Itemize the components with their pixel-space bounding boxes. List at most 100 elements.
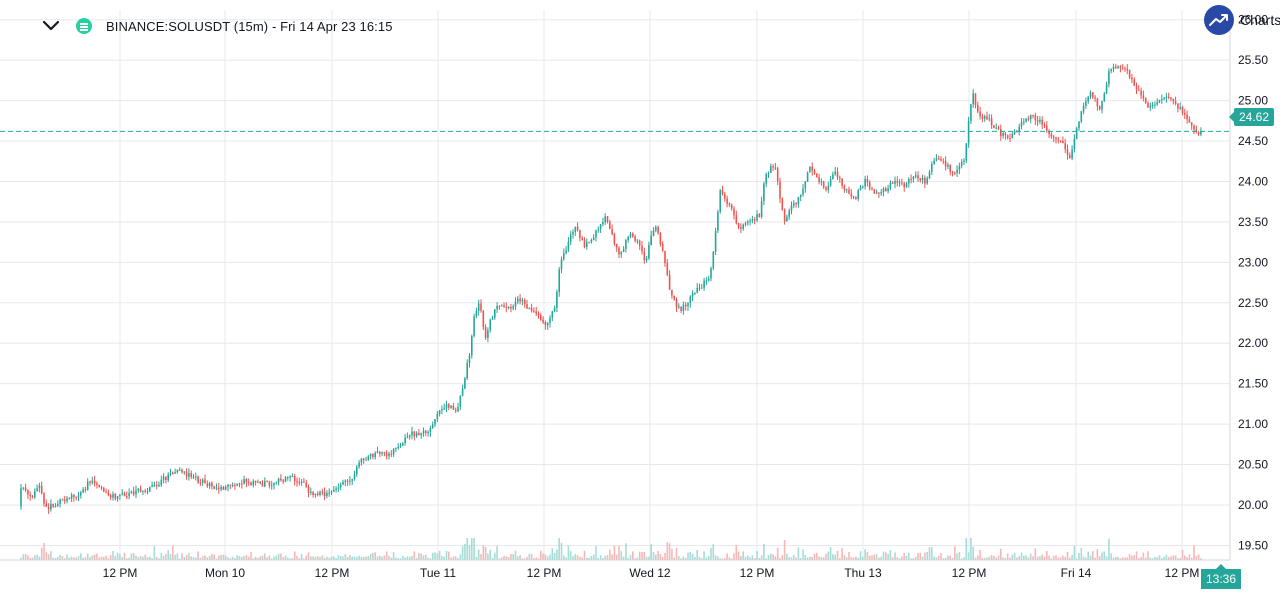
volume-bar [924, 552, 926, 560]
candle-body [139, 488, 142, 492]
candle-body [496, 305, 498, 310]
volume-bar [1036, 556, 1039, 560]
volume-bar [1023, 555, 1025, 560]
volume-bar [349, 555, 351, 560]
volume-bar [862, 556, 864, 560]
volume-bar [944, 557, 947, 560]
volume-bar [767, 555, 770, 560]
candle-body [454, 409, 457, 412]
market-status-icon[interactable] [76, 18, 92, 34]
volume-bar [151, 558, 153, 560]
candle-body [404, 437, 406, 444]
chevron-down-icon[interactable] [40, 15, 62, 37]
volume-bar [1073, 545, 1076, 560]
candle-body [809, 166, 811, 173]
volume-bar [1062, 555, 1064, 560]
candle-body [721, 190, 724, 195]
volume-bar [1161, 558, 1163, 560]
volume-bar [912, 558, 915, 560]
candle-body [337, 487, 340, 489]
candle-body [215, 487, 218, 489]
volume-bar [438, 550, 441, 560]
candle-body [135, 490, 137, 495]
candle-body [151, 485, 153, 487]
candle-body [914, 175, 917, 177]
candle-body [390, 453, 393, 455]
candle-body [645, 258, 648, 261]
candle-body [661, 243, 664, 251]
volume-bar [215, 558, 218, 560]
volume-bar [238, 555, 241, 560]
candle-body [362, 458, 365, 460]
candle-body [413, 431, 416, 437]
volume-bar [1103, 551, 1106, 560]
volume-bar [185, 555, 188, 560]
candle-body [303, 481, 305, 483]
volume-bar [109, 555, 112, 560]
volume-bar [342, 556, 344, 560]
volume-bar [188, 552, 190, 560]
candle-body [339, 484, 342, 488]
volume-bar [1059, 557, 1062, 560]
candle-body [783, 209, 786, 222]
candle-body [441, 409, 443, 411]
candle-body [742, 224, 744, 229]
candle-body [560, 259, 563, 270]
volume-bar [505, 556, 508, 560]
volume-bar [218, 555, 220, 560]
candle-body [1023, 121, 1025, 123]
volume-bar [1048, 555, 1050, 560]
volume-bar [234, 558, 236, 560]
volume-bar [385, 551, 388, 560]
candle-body [1094, 97, 1096, 99]
candle-body [178, 469, 181, 471]
candle-body [937, 158, 940, 160]
volume-bar [873, 554, 876, 560]
volume-bar [222, 554, 225, 560]
candle-body [974, 93, 977, 105]
current-price-label: 24.62 [1228, 108, 1275, 126]
volume-bar [1179, 557, 1181, 560]
volume-bar [1039, 556, 1041, 560]
candle-body [289, 476, 291, 478]
volume-bar [383, 555, 386, 560]
volume-bar [1013, 552, 1016, 560]
volume-bar [96, 553, 98, 560]
candle-body [238, 483, 241, 485]
volume-bar [549, 554, 551, 560]
candle-body [316, 493, 319, 495]
candle-body [843, 185, 846, 190]
brand[interactable]: Charts p [1204, 5, 1280, 35]
candle-body [901, 182, 903, 184]
volume-bar [280, 553, 282, 560]
volume-bar [353, 556, 356, 560]
price-tick-label: 26.00 [1238, 13, 1268, 27]
candle-body [620, 251, 623, 255]
time-tick-label: 12 PM [103, 566, 138, 580]
volume-bar [337, 555, 340, 560]
candle-body [201, 479, 204, 483]
candle-body [1089, 92, 1092, 97]
candle-body [310, 491, 312, 493]
candle-body [234, 485, 236, 487]
candle-body [855, 197, 857, 199]
candle-body [291, 476, 294, 478]
volume-bar [365, 556, 367, 560]
candle-body [995, 127, 997, 129]
volume-bar [1085, 557, 1087, 560]
volume-bar [657, 551, 659, 560]
candle-body [632, 233, 634, 237]
volume-bar [496, 546, 498, 560]
candle-body [517, 298, 519, 302]
candle-body [1073, 138, 1076, 150]
volume-bar [181, 553, 183, 560]
volume-bar [31, 557, 34, 560]
candle-body [813, 170, 816, 174]
candle-body [1071, 149, 1073, 159]
candle-body [445, 404, 448, 409]
volume-bar [1124, 557, 1126, 560]
candle-body [500, 305, 503, 307]
candle-body [172, 472, 174, 474]
candle-body [450, 405, 452, 408]
